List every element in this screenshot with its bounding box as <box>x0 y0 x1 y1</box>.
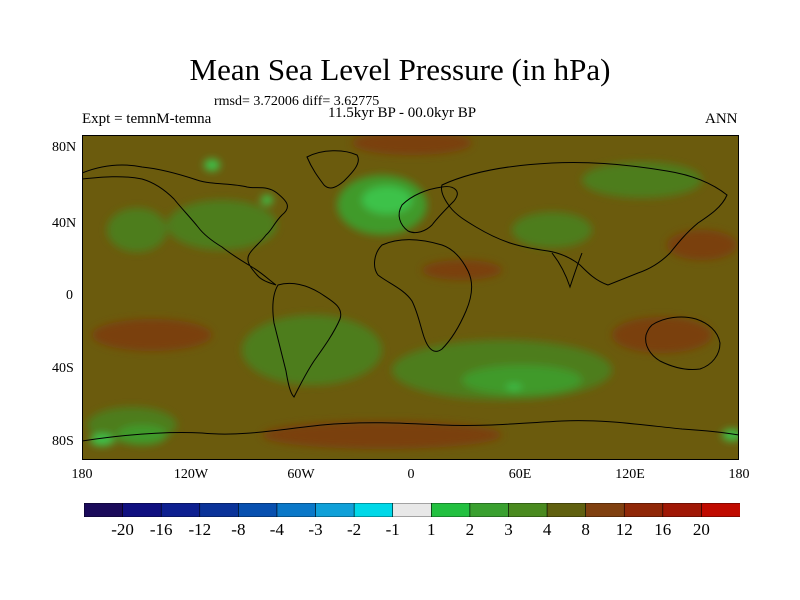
lon-label-180w: 180 <box>71 467 93 482</box>
contour-green-south-america <box>242 315 382 385</box>
contour-green-siberia <box>582 162 702 198</box>
colorbar-label: 4 <box>542 520 552 539</box>
colorbar-label: -20 <box>111 520 134 539</box>
contour-green-indian-southern <box>462 365 582 395</box>
contour-green-north-pacific <box>107 208 167 252</box>
contour-light-antarctic-spot <box>90 434 114 446</box>
colorbar-label: -1 <box>385 520 400 539</box>
contour-light-arctic-canada <box>204 159 220 171</box>
contour-fill <box>87 135 739 449</box>
colorbar-label: -2 <box>347 520 362 539</box>
map-panel <box>82 135 739 460</box>
colorbar-label: 1 <box>427 520 436 539</box>
colorbar-label: 8 <box>581 520 590 539</box>
coast-north-america <box>82 164 288 286</box>
contour-light-southern-spot <box>506 384 522 390</box>
colorbar-label: 20 <box>692 520 710 539</box>
colorbar-swatch-5 <box>276 503 317 517</box>
colorbar-swatch-4 <box>238 503 278 517</box>
lat-label-80s: 80S <box>52 434 74 449</box>
contour-light-hudson <box>261 195 273 205</box>
colorbar <box>84 503 740 517</box>
coast-greenland <box>306 150 359 189</box>
colorbar-swatch-8 <box>392 503 432 517</box>
season-label: ANN <box>705 111 738 127</box>
colorbar-label: 3 <box>504 520 513 539</box>
plot-title: Mean Sea Level Pressure (in hPa) <box>189 52 611 87</box>
lat-label-40s: 40S <box>52 361 74 376</box>
coast-africa <box>374 239 473 352</box>
contour-green-antarctic-west <box>117 425 167 445</box>
colorbar-label: -12 <box>188 520 212 539</box>
coast-south-america <box>272 282 342 398</box>
colorbar-label: -16 <box>149 520 173 539</box>
coast-australia <box>645 316 721 370</box>
colorbar-swatch-11 <box>508 503 548 517</box>
lon-label-60w: 60W <box>287 467 315 482</box>
colorbar-label: 2 <box>465 520 475 539</box>
colorbar-swatch-15 <box>662 503 703 517</box>
colorbar-swatch-3 <box>199 503 239 517</box>
lon-label-120w: 120W <box>173 467 209 482</box>
lat-label-80n: 80N <box>52 140 77 155</box>
colorbar-swatch-13 <box>585 503 625 517</box>
colorbar-label: -4 <box>269 520 284 539</box>
colorbar-swatch-2 <box>160 503 201 517</box>
colorbar-swatch-10 <box>469 503 510 517</box>
lon-label-180e: 180 <box>728 467 750 482</box>
pressure-map <box>82 135 739 460</box>
contour-brown-pacific <box>667 230 737 260</box>
map-border <box>82 135 739 460</box>
contour-brown-antarctic <box>262 421 502 449</box>
experiment-label: Expt = temnM-temna <box>82 111 212 127</box>
coast-asia <box>441 161 728 286</box>
lon-label-60e: 60E <box>508 467 532 482</box>
colorbar-swatch-16 <box>701 503 740 517</box>
contour-light-atlantic-low <box>362 186 412 214</box>
contour-light-antarctic-east <box>722 429 739 441</box>
contour-brown-south-pacific <box>92 319 212 351</box>
colorbar-label: -8 <box>231 520 246 539</box>
colorbar-label: 12 <box>615 520 633 539</box>
stats-text: rmsd= 3.72006 diff= 3.62775 <box>214 94 380 109</box>
coast-india <box>551 252 583 289</box>
period-label: 11.5kyr BP - 00.0kyr BP <box>328 105 477 121</box>
lat-label-40n: 40N <box>52 216 77 231</box>
lon-label-120e: 120E <box>615 467 645 482</box>
colorbar-label: -3 <box>308 520 323 539</box>
colorbar-label: 16 <box>654 520 672 539</box>
colorbar-swatch-12 <box>546 503 587 517</box>
colorbar-swatch-6 <box>315 503 355 517</box>
colorbar-swatch-9 <box>430 503 471 517</box>
colorbar-swatch-7 <box>353 503 394 517</box>
coastlines <box>82 150 739 442</box>
contour-brown-australia <box>612 317 712 353</box>
colorbar-swatch-14 <box>623 503 664 517</box>
contour-brown-sahara <box>422 260 502 280</box>
coast-antarctica <box>82 420 739 442</box>
contour-green-asia <box>512 212 592 248</box>
colorbar-swatch-0 <box>84 503 124 517</box>
colorbar-swatch-1 <box>122 503 162 517</box>
contour-brown-arctic <box>352 135 472 155</box>
lon-label-0: 0 <box>407 467 415 482</box>
contour-green-north-america <box>167 200 277 250</box>
lat-label-0: 0 <box>66 288 73 303</box>
coast-europe <box>398 186 458 234</box>
